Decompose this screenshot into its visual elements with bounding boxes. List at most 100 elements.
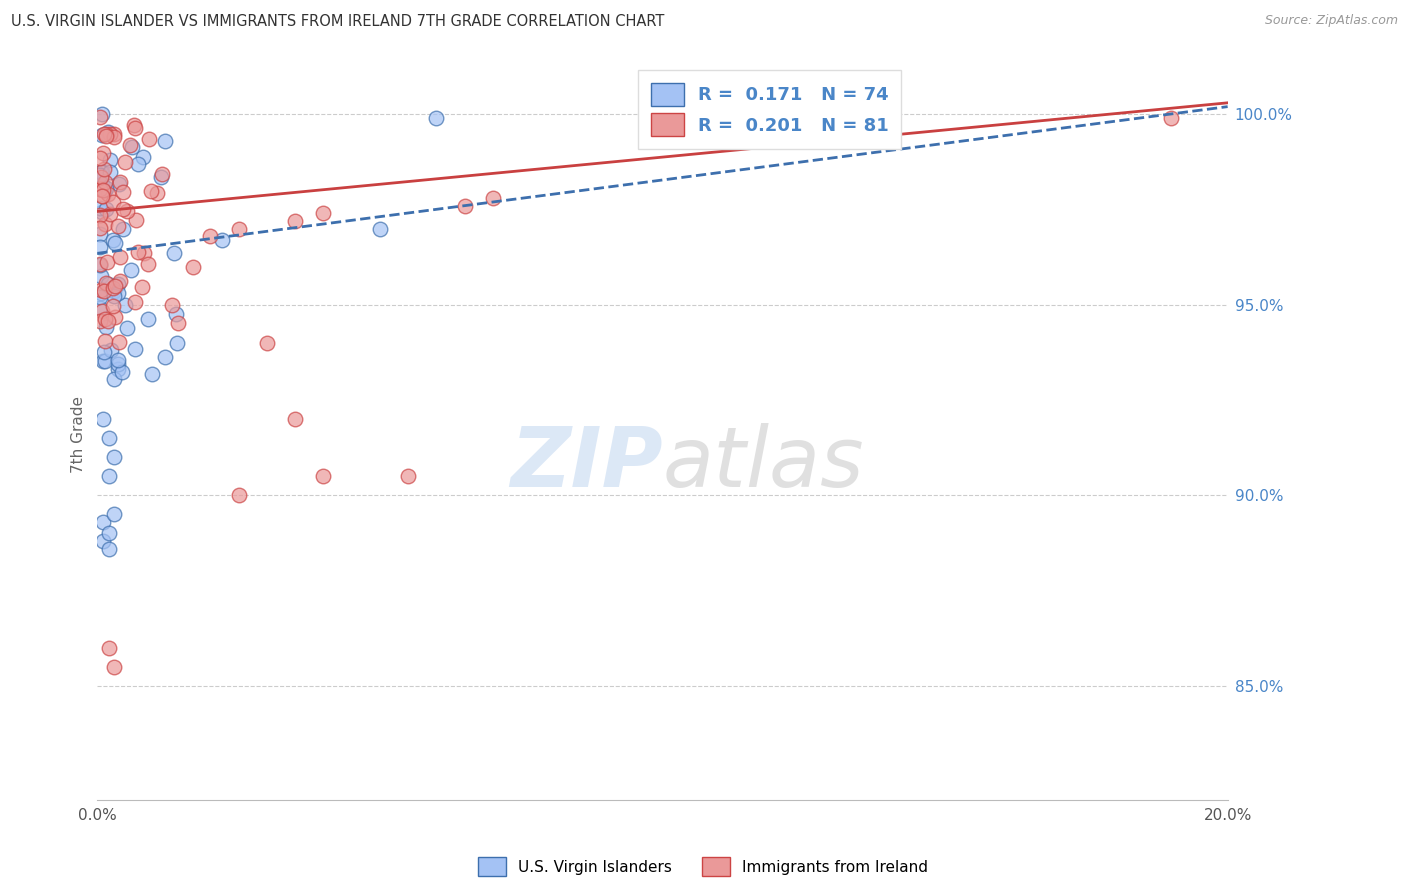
Point <box>104 279 127 293</box>
Point <box>91 534 114 549</box>
Point <box>107 361 129 376</box>
Text: ZIP: ZIP <box>510 423 662 504</box>
Point <box>368 221 391 235</box>
Point <box>122 118 145 132</box>
Point <box>136 312 159 326</box>
Point <box>454 199 477 213</box>
Point <box>200 229 222 244</box>
Point <box>97 526 120 541</box>
Point <box>101 233 124 247</box>
Point <box>167 316 190 330</box>
Point <box>228 488 250 502</box>
Point <box>90 170 112 185</box>
Point <box>94 183 117 197</box>
Point <box>94 312 117 326</box>
Point <box>103 372 125 386</box>
Text: Source: ZipAtlas.com: Source: ZipAtlas.com <box>1264 14 1398 28</box>
Point <box>97 431 120 445</box>
Point <box>162 246 184 260</box>
Point <box>120 263 142 277</box>
Point <box>94 217 117 231</box>
Point <box>103 660 125 674</box>
Point <box>155 350 177 364</box>
Point <box>91 354 114 368</box>
Point <box>97 640 120 655</box>
Point <box>103 285 125 299</box>
Point <box>107 177 129 191</box>
Point <box>97 277 120 291</box>
Point <box>104 310 127 324</box>
Point <box>103 129 125 144</box>
Point <box>98 207 121 221</box>
Point <box>149 169 172 184</box>
Point <box>103 128 125 142</box>
Point <box>89 227 111 242</box>
Point <box>98 153 121 168</box>
Point <box>89 240 111 254</box>
Point <box>127 157 149 171</box>
Point <box>114 298 136 312</box>
Point <box>104 236 127 251</box>
Point <box>94 128 117 143</box>
Point <box>108 175 131 189</box>
Point <box>312 206 335 220</box>
Point <box>228 221 250 235</box>
Y-axis label: 7th Grade: 7th Grade <box>72 396 86 473</box>
Point <box>312 469 335 483</box>
Point <box>94 202 117 216</box>
Point <box>93 344 115 359</box>
Point <box>90 177 112 191</box>
Point <box>89 314 111 328</box>
Point <box>91 145 114 160</box>
Point <box>89 208 111 222</box>
Point <box>153 134 176 148</box>
Point <box>1160 111 1182 125</box>
Point <box>146 186 169 200</box>
Point <box>91 189 114 203</box>
Point <box>93 175 115 189</box>
Point <box>107 353 129 368</box>
Point <box>107 334 129 349</box>
Point <box>97 314 120 328</box>
Point <box>107 277 129 292</box>
Point <box>98 127 121 141</box>
Point <box>89 221 111 235</box>
Point <box>91 128 114 143</box>
Legend: U.S. Virgin Islanders, Immigrants from Ireland: U.S. Virgin Islanders, Immigrants from I… <box>472 851 934 882</box>
Point <box>96 128 118 142</box>
Point <box>425 111 447 125</box>
Point <box>141 367 163 381</box>
Point <box>112 222 135 236</box>
Point <box>284 214 307 228</box>
Point <box>89 258 111 272</box>
Point <box>111 185 134 199</box>
Point <box>91 515 114 529</box>
Point <box>93 284 115 298</box>
Point <box>97 541 120 556</box>
Point <box>127 244 149 259</box>
Point <box>132 150 155 164</box>
Point <box>103 450 125 465</box>
Point <box>89 301 111 315</box>
Point <box>94 320 117 334</box>
Legend: R =  0.171   N = 74, R =  0.201   N = 81: R = 0.171 N = 74, R = 0.201 N = 81 <box>638 70 901 149</box>
Text: atlas: atlas <box>662 423 865 504</box>
Point <box>124 342 146 356</box>
Point <box>211 233 233 247</box>
Point <box>107 219 129 233</box>
Point <box>93 183 115 197</box>
Point <box>90 285 112 300</box>
Point <box>101 281 124 295</box>
Point <box>115 203 138 218</box>
Point <box>89 182 111 196</box>
Point <box>91 304 114 318</box>
Point <box>118 138 141 153</box>
Point <box>89 202 111 216</box>
Point <box>94 334 117 348</box>
Point <box>97 469 120 483</box>
Point <box>89 151 111 165</box>
Point <box>91 205 114 219</box>
Point <box>115 321 138 335</box>
Point <box>284 412 307 426</box>
Point <box>108 251 131 265</box>
